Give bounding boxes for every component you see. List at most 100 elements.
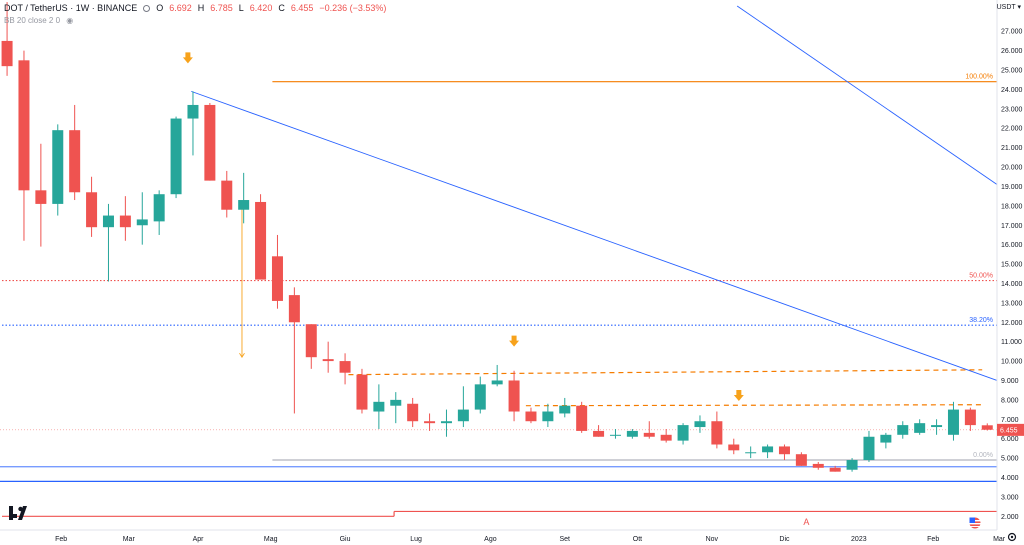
candle	[981, 423, 993, 431]
candle-body	[846, 460, 858, 470]
candle-body	[778, 446, 790, 455]
candle	[795, 452, 807, 466]
candle	[897, 421, 909, 439]
y-tick-label: 14.000	[1001, 281, 1023, 288]
x-tick-label: Set	[560, 536, 571, 543]
trendline[interactable]	[736, 5, 998, 185]
candle	[491, 364, 503, 387]
candle-body	[508, 380, 520, 412]
candle	[745, 446, 757, 459]
candle-body	[390, 399, 402, 406]
candle	[238, 172, 250, 224]
dashed-resistance-line[interactable]	[348, 369, 983, 376]
candles	[1, 2, 993, 472]
candle-body	[52, 130, 64, 204]
y-tick-label: 13.000	[1001, 300, 1023, 307]
y-tick-label: 15.000	[1001, 262, 1023, 269]
trendline[interactable]	[191, 90, 998, 381]
price-tag-bg	[997, 423, 1024, 436]
y-tick-label: 4.000	[1001, 475, 1019, 482]
down-arrow-icon[interactable]	[733, 390, 744, 401]
x-tick-label: Dic	[779, 536, 790, 543]
y-tick-label: 20.000	[1001, 165, 1023, 172]
candle-body	[238, 200, 250, 210]
candle-body	[981, 425, 993, 430]
candle-body	[897, 425, 909, 435]
candle-body	[593, 430, 605, 437]
settings-gear-icon[interactable]	[1007, 532, 1017, 542]
y-tick-label: 3.000	[1001, 494, 1019, 501]
y-tick-label: 12.000	[1001, 320, 1023, 327]
fib-level-label: 100.00%	[965, 74, 993, 81]
fib-level-label: 38.20%	[969, 317, 993, 324]
candle	[1, 2, 13, 76]
x-tick-label: Ott	[633, 536, 642, 543]
down-arrow-icon[interactable]	[509, 335, 520, 347]
candle-body	[812, 463, 824, 468]
candle-body	[187, 104, 199, 119]
last-price-tag: 6.455	[997, 423, 1024, 436]
candle	[762, 444, 774, 459]
candle-body	[407, 403, 419, 422]
ohlc-open-label: O	[156, 3, 164, 13]
candle	[778, 444, 790, 461]
tradingview-logo-icon[interactable]	[9, 506, 27, 520]
candle	[576, 401, 588, 433]
candle	[711, 411, 723, 449]
candle-body	[339, 361, 351, 373]
candle-body	[660, 434, 672, 441]
candle-body	[626, 430, 638, 437]
x-tick-label: Mag	[264, 536, 278, 543]
candle	[593, 425, 605, 437]
symbol-title[interactable]: DOT / TetherUS · 1W · BINANCE	[4, 3, 138, 13]
candle-body	[119, 215, 131, 228]
x-tick-label: Mar	[123, 536, 136, 543]
candle-body	[880, 434, 892, 443]
flag-icon[interactable]	[969, 517, 981, 529]
currency-label[interactable]: USDT ▾	[996, 4, 1021, 11]
markers: A	[182, 52, 809, 527]
candle	[390, 392, 402, 424]
candle-body	[829, 467, 841, 472]
candle	[255, 194, 267, 280]
candle-body	[255, 201, 267, 280]
ohlc-low-label: L	[238, 3, 244, 13]
y-tick-label: 23.000	[1001, 106, 1023, 113]
y-axis-ticks[interactable]: 2.000 3.000 4.000 5.000 6.000 7.000 8.000 9.000…	[1001, 29, 1023, 521]
down-arrow-icon[interactable]	[182, 52, 193, 64]
ohlc-close-label: C	[278, 3, 285, 13]
candle	[542, 403, 554, 428]
x-tick-label: Apr	[193, 536, 205, 543]
y-tick-label: 27.000	[1001, 29, 1023, 36]
candle-body	[491, 380, 503, 385]
y-tick-label: 22.000	[1001, 126, 1023, 133]
x-tick-label: 2023	[851, 536, 867, 543]
candle-body	[576, 405, 588, 431]
candle	[356, 368, 368, 414]
x-tick-label: Lug	[410, 536, 422, 543]
x-tick-label: Ago	[484, 536, 497, 543]
candle	[677, 423, 689, 445]
candle	[829, 465, 841, 472]
candle	[271, 234, 283, 309]
candle-body	[457, 409, 469, 422]
candle-body	[525, 411, 537, 422]
indicator-legend[interactable]: BB 20 close 2 0 ◉	[4, 16, 73, 25]
candle-body	[204, 104, 216, 181]
candle	[288, 287, 300, 414]
candle	[474, 376, 486, 414]
dashed-resistance-line[interactable]	[525, 404, 983, 407]
status-dot-icon	[143, 4, 151, 12]
candle-body	[271, 256, 283, 301]
candle	[339, 353, 351, 385]
ohlc-low: 6.420	[249, 3, 273, 13]
trendlines[interactable]	[191, 5, 998, 407]
x-axis-ticks[interactable]: Feb Mar Apr Mag Giu Lug Ago Set Ott Nov Dic 2023 Feb…	[55, 536, 1006, 543]
candle-body	[745, 452, 757, 454]
x-tick-label: Feb	[55, 536, 67, 543]
candle-body	[153, 194, 165, 222]
marker-a[interactable]: A	[803, 517, 809, 527]
candle	[119, 196, 131, 241]
eye-icon[interactable]: ◉	[66, 16, 74, 25]
